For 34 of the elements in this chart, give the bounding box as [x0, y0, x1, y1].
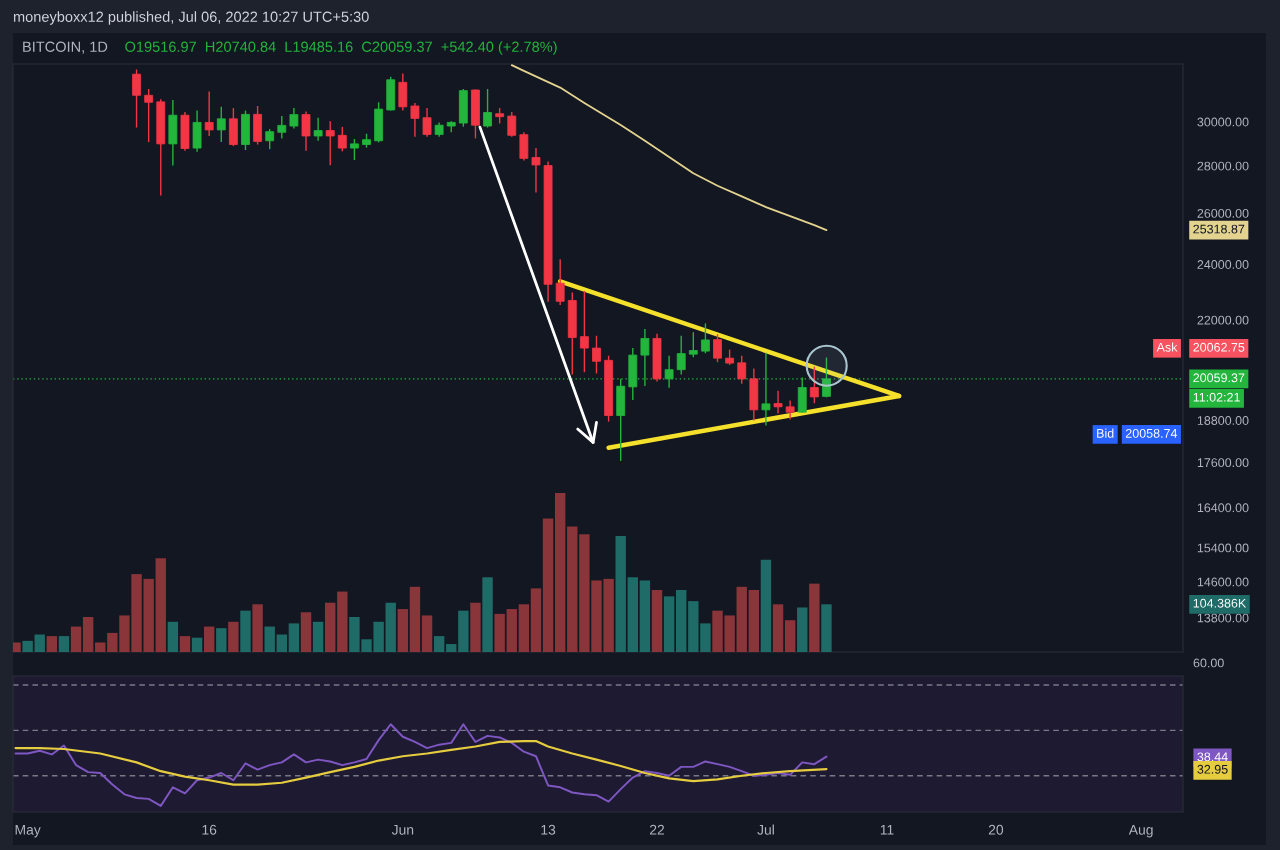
- x-tick-label: Aug: [1128, 825, 1153, 838]
- x-tick-label: 22: [649, 824, 665, 835]
- y-tick-label: 16400.00: [1197, 503, 1249, 513]
- x-tick-label: 11: [880, 825, 894, 835]
- x-tick-label: 16: [202, 824, 217, 835]
- x-tick-label: 20: [988, 824, 1004, 835]
- text: 60.00: [1193, 658, 1224, 668]
- y-tick-label: 18800.00: [1197, 416, 1249, 425]
- y-tick-label: 30000.00: [1197, 117, 1249, 127]
- x-tick-label: May: [15, 825, 41, 838]
- y-tick-label: 38.44: [1197, 752, 1228, 762]
- annotation: 20058.74: [1125, 428, 1178, 438]
- text: O19516.97 H20740.84 L19485.16 C20059.37 +542.40 (+2.78%): [125, 41, 557, 55]
- x-tick-label: 13: [541, 824, 556, 835]
- annotation: Bid: [1097, 428, 1114, 438]
- ref-line-label: 20059.37: [1193, 373, 1245, 383]
- text: 25318.87: [1193, 224, 1245, 234]
- chart-subtitle: BITCOIN, 1D: [23, 41, 108, 54]
- y-tick-label: 28000.00: [1197, 161, 1249, 171]
- y-tick-label: 15400.00: [1197, 543, 1249, 553]
- y-tick-label: 22000.00: [1197, 315, 1249, 325]
- text: 104.386K: [1193, 598, 1247, 608]
- y-tick-label: 14600.00: [1197, 577, 1249, 587]
- x-tick-label: Jun: [391, 825, 414, 835]
- x-tick-label: Jul: [757, 824, 774, 835]
- y-tick-label: 32.95: [1197, 764, 1228, 774]
- y-tick-label: 26000.00: [1197, 208, 1249, 218]
- y-tick-label: 24000.00: [1197, 260, 1249, 269]
- annotation: Ask: [1156, 342, 1178, 352]
- chart-title: moneyboxx12 published, Jul 06, 2022 10:27 UTC+5:30: [13, 11, 369, 25]
- y-tick-label: 17600.00: [1197, 458, 1249, 468]
- text: 11:02:21: [1193, 392, 1240, 402]
- text: 20062.75: [1193, 342, 1245, 352]
- y-tick-label: 13800.00: [1197, 613, 1249, 623]
